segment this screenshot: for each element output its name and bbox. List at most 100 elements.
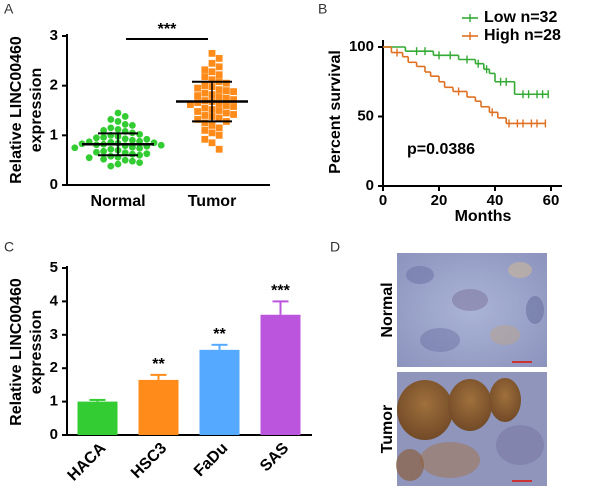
y-tick-label: 3 xyxy=(50,326,58,343)
data-point xyxy=(215,63,223,71)
data-point xyxy=(208,59,216,67)
x-axis-label: Months xyxy=(455,208,512,225)
data-point xyxy=(208,68,216,76)
bar xyxy=(199,349,240,435)
data-point xyxy=(93,148,100,156)
data-point xyxy=(223,109,230,117)
x-tick-label: HACA xyxy=(65,439,110,484)
data-point xyxy=(143,135,151,143)
data-point xyxy=(215,114,223,122)
data-point xyxy=(194,116,201,123)
data-point xyxy=(107,124,115,132)
x-tick-label: SAS xyxy=(257,440,293,476)
y-axis-label: Relative LINC00460 xyxy=(8,278,25,426)
y-tick-label: 2 xyxy=(50,359,58,376)
x-tick-label: 60 xyxy=(543,192,560,209)
significance-label: ** xyxy=(213,326,226,343)
significance-label: *** xyxy=(271,283,290,300)
data-point xyxy=(223,102,230,109)
data-point xyxy=(100,133,107,141)
tissue-image-normal xyxy=(397,253,547,367)
data-point xyxy=(230,96,237,103)
data-point xyxy=(201,135,209,143)
data-point xyxy=(194,84,201,92)
panel-letter: C xyxy=(4,239,14,255)
y-tick-label: 0 xyxy=(366,177,374,194)
y-tick-label: 3 xyxy=(50,27,58,44)
legend-label: Low n=32 xyxy=(484,9,557,26)
data-point xyxy=(121,135,129,143)
data-point xyxy=(223,79,230,87)
y-tick-label: 1 xyxy=(50,126,58,143)
y-tick-label: 1 xyxy=(50,393,58,410)
data-point xyxy=(143,150,151,158)
data-point xyxy=(215,131,223,139)
significance-label: ** xyxy=(152,356,165,373)
significance-label: *** xyxy=(158,21,177,38)
data-point xyxy=(100,147,107,155)
x-tick-label: Tumor xyxy=(188,193,237,210)
y-axis-label: Relative LINC00460 xyxy=(8,36,25,184)
data-point xyxy=(157,141,165,149)
data-point xyxy=(208,139,216,147)
data-point xyxy=(93,134,100,142)
data-point xyxy=(136,159,144,167)
data-point xyxy=(114,118,122,125)
x-tick-label: 20 xyxy=(431,192,448,209)
bar xyxy=(260,314,301,435)
data-point xyxy=(136,151,144,159)
panel-letter: D xyxy=(330,239,340,255)
data-point xyxy=(208,122,216,129)
data-point xyxy=(208,129,216,137)
y-tick-label: 50 xyxy=(357,107,374,124)
data-point xyxy=(136,144,144,152)
data-point xyxy=(230,103,237,110)
y-tick-label: 4 xyxy=(50,292,59,309)
data-point xyxy=(121,156,129,164)
data-point xyxy=(215,124,223,132)
data-point xyxy=(223,87,230,95)
data-point xyxy=(187,101,194,108)
legend-label: High n=28 xyxy=(484,27,561,44)
data-point xyxy=(107,116,115,123)
data-point xyxy=(136,137,144,145)
y-tick-label: 0 xyxy=(50,176,58,193)
y-axis-label: Percent survival xyxy=(327,50,344,174)
data-point xyxy=(201,119,209,127)
data-point xyxy=(129,122,136,129)
tissue-image-tumor xyxy=(396,372,547,486)
data-point xyxy=(208,76,216,84)
data-point xyxy=(71,144,79,152)
data-point xyxy=(215,100,223,107)
data-point xyxy=(114,125,122,133)
y-tick-label: 5 xyxy=(50,259,58,276)
panel-letter: B xyxy=(318,1,327,17)
image-label: Normal xyxy=(379,282,396,337)
data-point xyxy=(201,66,209,74)
data-point xyxy=(215,54,223,62)
data-point xyxy=(201,89,209,97)
y-tick-label: 0 xyxy=(50,426,58,443)
bar xyxy=(77,401,118,435)
data-point xyxy=(215,86,223,94)
image-label: Tumor xyxy=(379,405,396,454)
x-tick-label: HSC3 xyxy=(128,440,170,482)
data-point xyxy=(114,160,122,168)
x-tick-label: 40 xyxy=(487,192,504,209)
data-point xyxy=(215,107,223,114)
bar xyxy=(138,379,179,435)
data-point xyxy=(85,154,93,162)
data-point xyxy=(107,162,115,170)
data-point xyxy=(121,121,129,128)
data-point xyxy=(201,73,209,81)
data-point xyxy=(100,126,107,134)
x-tick-label: FaDu xyxy=(191,440,231,480)
data-point xyxy=(100,155,107,163)
data-point xyxy=(194,108,201,115)
data-point xyxy=(201,126,209,134)
x-tick-label: Normal xyxy=(90,193,145,210)
data-point xyxy=(121,113,129,120)
x-tick-label: 0 xyxy=(379,192,387,209)
data-point xyxy=(230,111,237,118)
data-point xyxy=(107,145,115,153)
